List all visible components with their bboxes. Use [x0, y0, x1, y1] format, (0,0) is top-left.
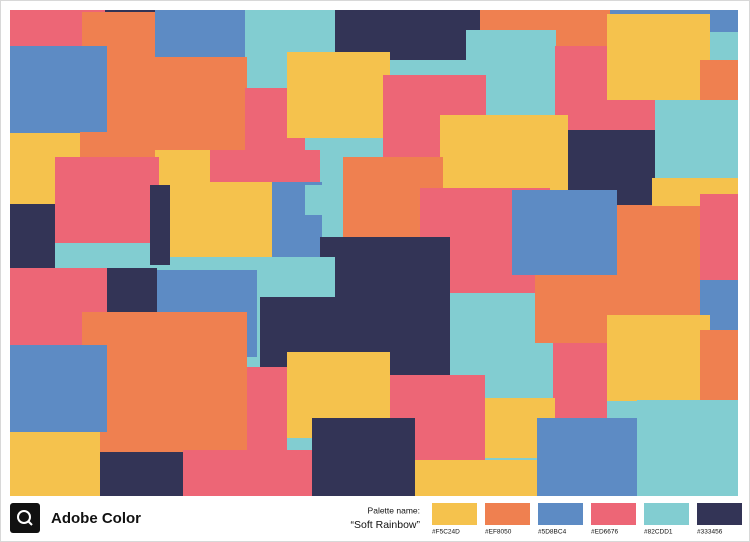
swatch: [591, 503, 636, 525]
art-block: [637, 400, 738, 496]
logo-icon: [17, 510, 31, 524]
art-block: [210, 150, 320, 185]
swatch: [432, 503, 477, 525]
swatch-hex: #EF8050: [485, 529, 512, 536]
art-block: [700, 194, 738, 280]
palette-label: Palette name:: [368, 505, 420, 515]
art-block: [320, 237, 450, 297]
art-block: [512, 190, 617, 275]
art-block: [415, 460, 537, 496]
logo-tile: [10, 503, 40, 533]
art-block: [55, 157, 159, 243]
art-block: [607, 14, 710, 100]
swatch: [697, 503, 742, 525]
palette-name: “Soft Rainbow”: [351, 519, 421, 531]
art-block: [287, 52, 390, 138]
art-block: [107, 268, 157, 312]
swatch: [538, 503, 583, 525]
art-block: [10, 204, 55, 269]
art-block: [82, 312, 247, 452]
art-block: [537, 418, 637, 496]
art-block: [183, 450, 313, 496]
art-block: [710, 32, 738, 62]
swatch-hex: #333456: [697, 529, 723, 536]
art-block: [247, 367, 287, 450]
art-block: [170, 182, 272, 257]
brand-name: Adobe Color: [51, 510, 141, 527]
art-block: [150, 185, 170, 265]
swatch: [485, 503, 530, 525]
art-block: [312, 418, 415, 496]
swatch-hex: #82CDD1: [644, 529, 673, 536]
pattern-artwork: [10, 10, 738, 496]
art-block: [450, 293, 535, 373]
art-block: [10, 432, 100, 496]
swatch-hex: #5D8BC4: [538, 529, 567, 536]
art-block: [100, 452, 183, 496]
art-block: [305, 185, 345, 215]
art-block: [10, 345, 107, 432]
swatch-row: #F5C24D #EF8050 #5D8BC4 #ED6676 #82CDD1 #3334…: [432, 503, 742, 536]
logo: [10, 503, 40, 533]
swatch-hex: #ED6676: [591, 529, 618, 536]
swatch: [644, 503, 689, 525]
art-block: [155, 10, 255, 57]
art-block: [10, 46, 107, 133]
art-block: [607, 315, 710, 401]
logo-icon-handle: [27, 520, 33, 526]
art-block: [335, 10, 480, 60]
art-block: [655, 100, 738, 178]
swatch-hex: #F5C24D: [432, 529, 460, 536]
